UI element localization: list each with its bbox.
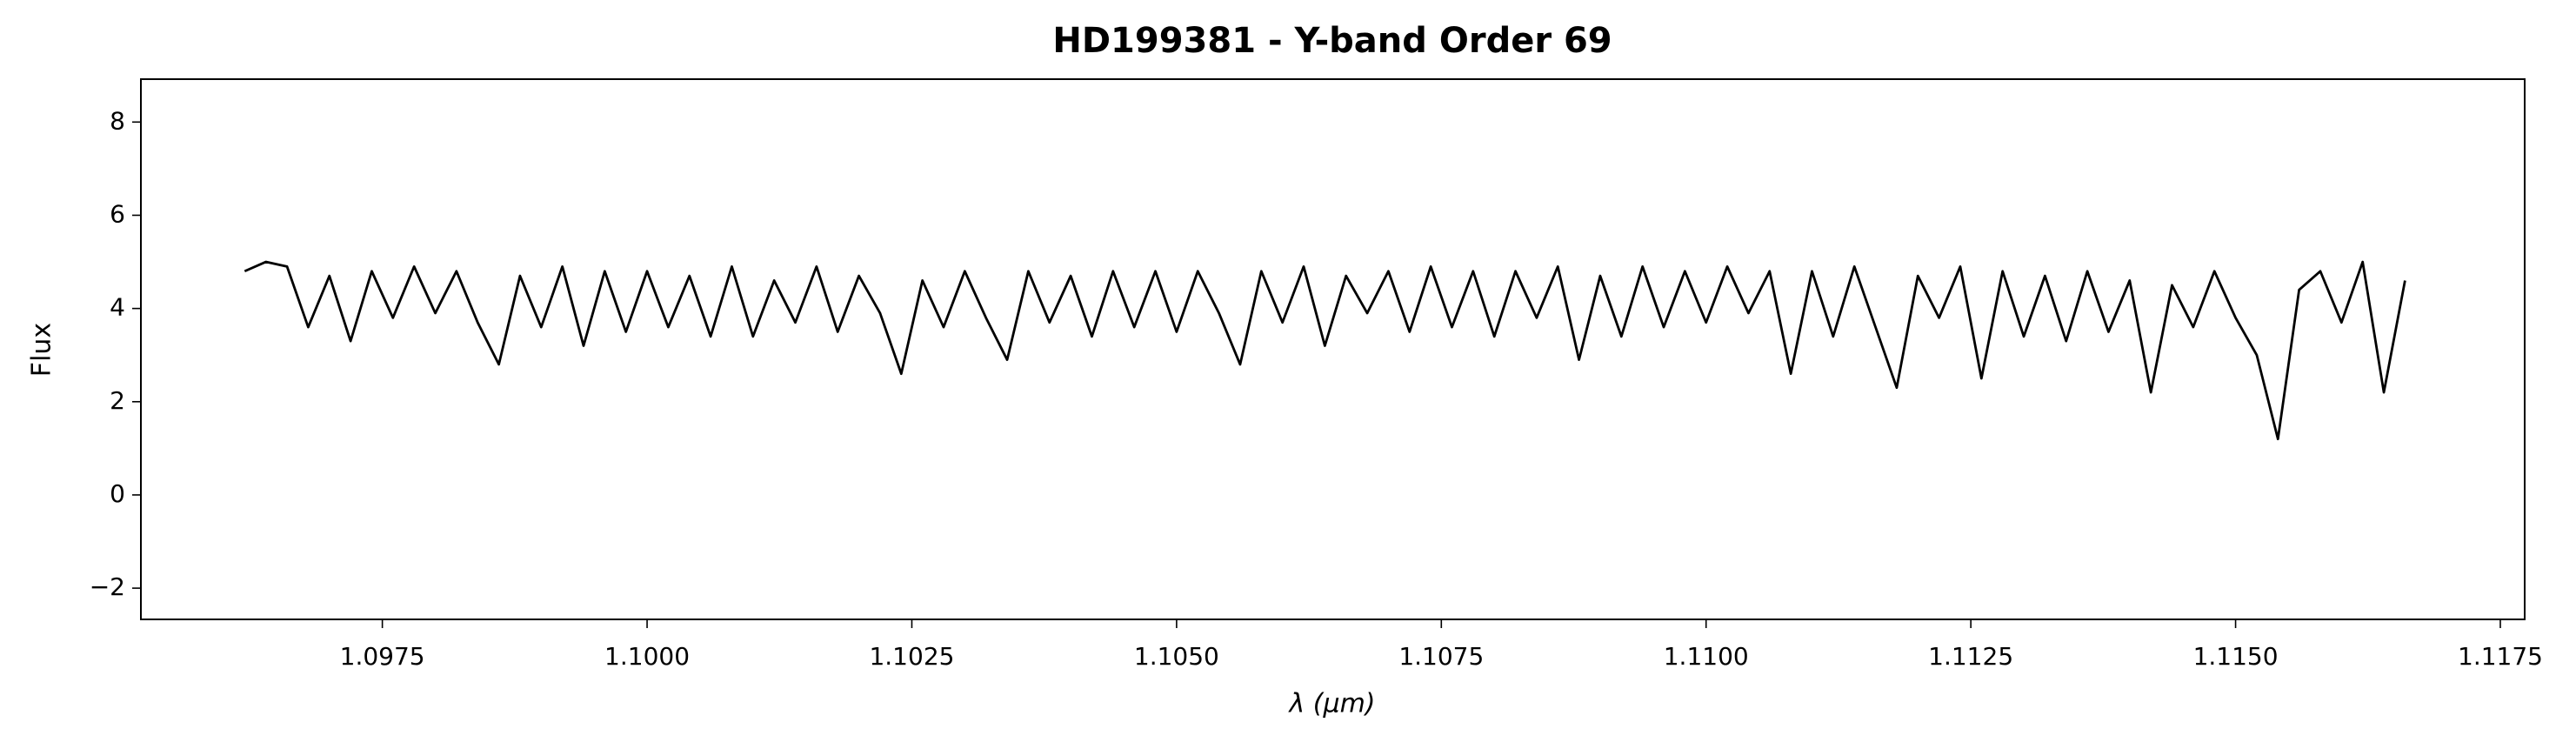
x-axis-label: λ (μm) <box>1287 689 1375 719</box>
x-tick-label: 1.0975 <box>340 642 425 671</box>
y-tick-label: 2 <box>110 386 125 415</box>
y-tick-label: 4 <box>110 293 125 322</box>
y-axis-label: Flux <box>27 323 57 377</box>
spectrum-line <box>244 260 2406 441</box>
x-tick-label: 1.1125 <box>1928 642 2013 671</box>
y-tick-label: 0 <box>110 479 125 508</box>
x-tick-label: 1.1100 <box>1664 642 1749 671</box>
x-tick-label: 1.1150 <box>2193 642 2279 671</box>
x-tick-label: 1.1175 <box>2458 642 2543 671</box>
y-tick-label: −2 <box>90 572 125 601</box>
x-tick-label: 1.1075 <box>1398 642 1484 671</box>
y-tick-label: 8 <box>110 106 125 135</box>
chart-title: HD199381 - Y-band Order 69 <box>1052 21 1612 61</box>
plot-frame <box>140 78 2526 620</box>
x-tick-label: 1.1050 <box>1134 642 1219 671</box>
x-tick-label: 1.1000 <box>604 642 690 671</box>
x-tick-label: 1.1025 <box>869 642 954 671</box>
y-tick-label: 6 <box>110 199 125 228</box>
